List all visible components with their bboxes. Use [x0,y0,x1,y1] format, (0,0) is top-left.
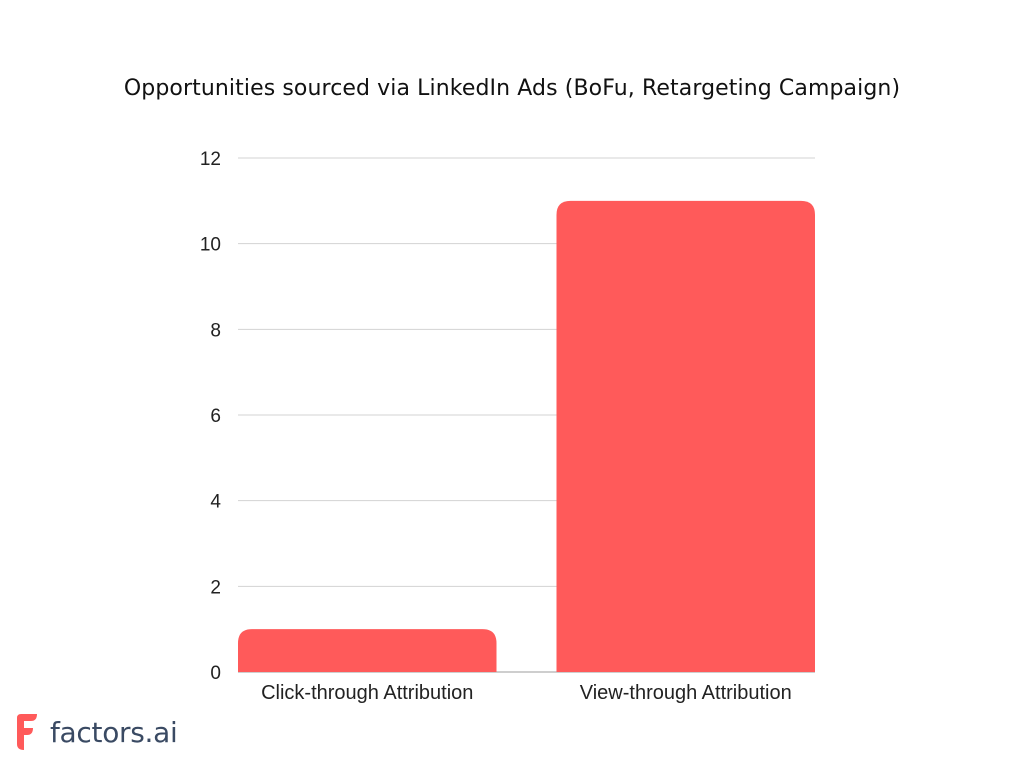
chart-title: Opportunities sourced via LinkedIn Ads (… [123,76,901,101]
y-tick-label: 10 [200,235,221,256]
logo-text: factors.ai [50,715,178,749]
bar-click-through [238,629,497,672]
factors-logo: factors.ai [14,710,178,754]
factors-logo-icon [17,714,37,750]
y-axis-ticks: 0 2 4 6 8 10 12 [200,149,222,684]
bar-view-through [556,200,815,673]
y-tick-label: 4 [210,492,221,513]
y-tick-label: 8 [210,320,221,341]
y-tick-label: 0 [210,663,221,684]
x-category-label: Click-through Attribution [261,682,473,704]
x-axis-labels: Click-through Attribution View-through At… [261,682,792,704]
bars [238,200,815,673]
y-tick-label: 12 [200,149,221,170]
y-tick-label: 6 [210,406,221,427]
y-tick-label: 2 [210,577,221,598]
x-category-label: View-through Attribution [580,682,792,704]
